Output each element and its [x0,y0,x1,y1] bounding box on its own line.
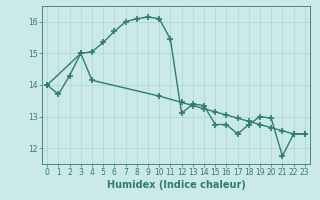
X-axis label: Humidex (Indice chaleur): Humidex (Indice chaleur) [107,180,245,190]
